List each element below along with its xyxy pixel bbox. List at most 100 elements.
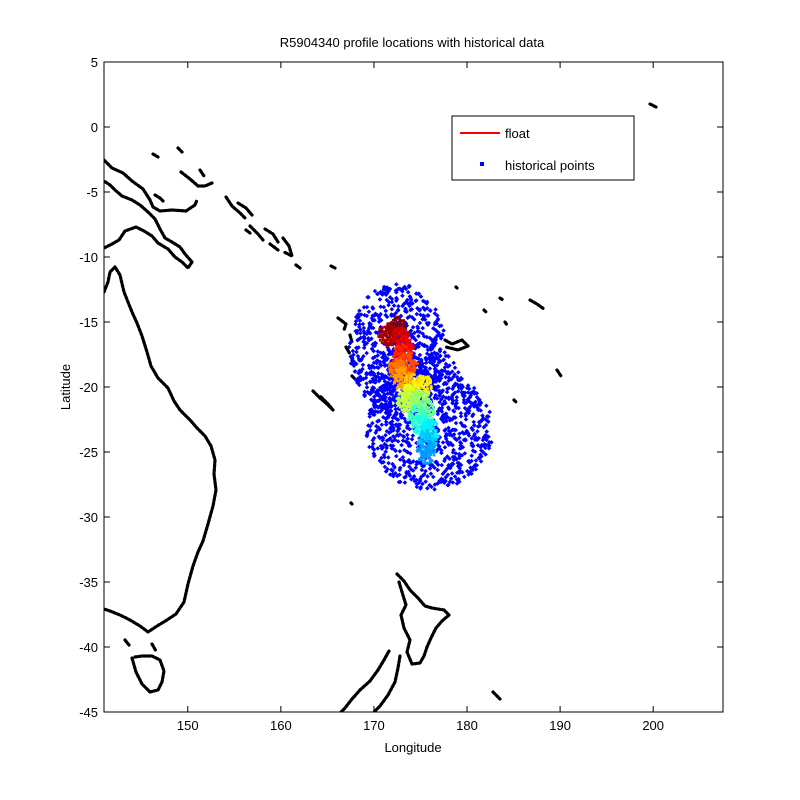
float-profile-point	[409, 345, 413, 349]
historical-point	[387, 472, 393, 477]
historical-point	[355, 328, 360, 334]
historical-point	[433, 307, 438, 312]
float-profile-point	[397, 383, 401, 387]
float-profile-point	[414, 427, 418, 431]
legend-historical-swatch	[480, 162, 484, 166]
float-profile-point	[418, 404, 422, 408]
float-profile-point	[423, 401, 427, 405]
historical-point	[376, 371, 381, 376]
historical-point	[457, 466, 463, 471]
historical-point	[398, 479, 403, 485]
historical-point	[389, 296, 395, 302]
historical-point	[389, 306, 395, 312]
historical-point	[465, 383, 471, 388]
historical-point	[477, 420, 482, 425]
float-profile-point	[423, 445, 427, 449]
historical-point	[401, 429, 407, 434]
historical-point	[387, 286, 393, 292]
float-profile-point	[432, 442, 436, 446]
historical-point	[394, 297, 400, 302]
float-profile-point	[416, 441, 420, 444]
float-profile-point	[402, 404, 406, 408]
float-profile-point	[425, 436, 428, 439]
float-profile-point	[396, 352, 400, 356]
historical-point	[364, 372, 370, 377]
historical-point	[452, 402, 458, 407]
float-profile-point	[409, 351, 413, 355]
historical-point	[373, 430, 378, 435]
historical-point	[432, 350, 437, 356]
historical-point	[352, 369, 358, 374]
historical-point	[394, 410, 399, 416]
historical-point	[396, 303, 401, 309]
float-profile-point	[401, 326, 405, 330]
historical-point	[462, 451, 468, 456]
float-profile-point	[408, 366, 412, 370]
float-profile-point	[395, 369, 399, 373]
historical-point	[387, 420, 393, 426]
historical-point	[452, 390, 458, 395]
historical-point	[364, 313, 370, 319]
float-profile-point	[397, 325, 401, 328]
float-profile-point	[400, 396, 404, 400]
float-profile-point	[404, 361, 408, 364]
float-profile-point	[398, 317, 401, 321]
historical-point	[383, 422, 389, 427]
float-profile-point	[397, 343, 400, 347]
float-profile-point	[416, 395, 420, 398]
historical-point	[370, 420, 375, 426]
historical-point	[364, 433, 370, 439]
historical-point	[469, 425, 474, 431]
historical-point	[375, 405, 381, 410]
historical-point	[456, 405, 461, 411]
float-profile-point	[408, 338, 412, 342]
historical-point	[371, 385, 377, 391]
historical-point	[377, 297, 383, 302]
float-profile-point	[399, 381, 402, 385]
coastline-fiji	[443, 338, 470, 352]
float-profile-point	[418, 420, 422, 423]
historical-point	[424, 357, 429, 362]
float-profile-point	[407, 393, 411, 397]
float-profile-point	[434, 432, 438, 436]
historical-point	[422, 317, 428, 322]
historical-point	[376, 398, 382, 404]
y-axis: 5 0 -5 -10 -15 -20 -25 -30 -35 -40 -45	[79, 55, 723, 720]
historical-point	[427, 335, 433, 341]
float-profile-point	[399, 352, 403, 356]
float-profile-point	[400, 382, 404, 386]
float-profile-point	[388, 368, 392, 371]
float-profile-point	[409, 389, 413, 393]
historical-point	[442, 480, 447, 486]
float-profile-point	[408, 380, 412, 384]
historical-point	[396, 433, 401, 438]
float-profile-point	[404, 363, 408, 367]
float-profile-point	[399, 367, 403, 371]
historical-point	[446, 395, 452, 400]
float-profile-point	[405, 375, 409, 378]
historical-point	[439, 397, 444, 402]
historical-point	[375, 291, 381, 297]
historical-point	[389, 446, 395, 451]
historical-point	[380, 438, 385, 443]
historical-point	[425, 313, 430, 318]
historical-point	[412, 330, 417, 336]
historical-point	[389, 403, 394, 409]
float-profile-point	[423, 399, 426, 403]
historical-point	[385, 405, 390, 411]
float-profile-point	[391, 343, 394, 347]
float-profile-point	[420, 441, 424, 445]
float-profile-point	[401, 355, 404, 359]
float-profile-point	[412, 365, 416, 368]
float-profile-point	[398, 385, 402, 389]
y-tick-label: -30	[79, 510, 98, 525]
float-profile-point	[398, 348, 402, 351]
float-profile-point	[420, 404, 424, 408]
historical-point	[421, 313, 427, 319]
float-profile-point	[421, 401, 425, 405]
float-profile-point	[428, 447, 431, 450]
float-profile-point	[399, 326, 403, 330]
float-profile-point	[424, 375, 428, 379]
historical-point	[358, 331, 363, 336]
historical-point	[448, 442, 454, 447]
